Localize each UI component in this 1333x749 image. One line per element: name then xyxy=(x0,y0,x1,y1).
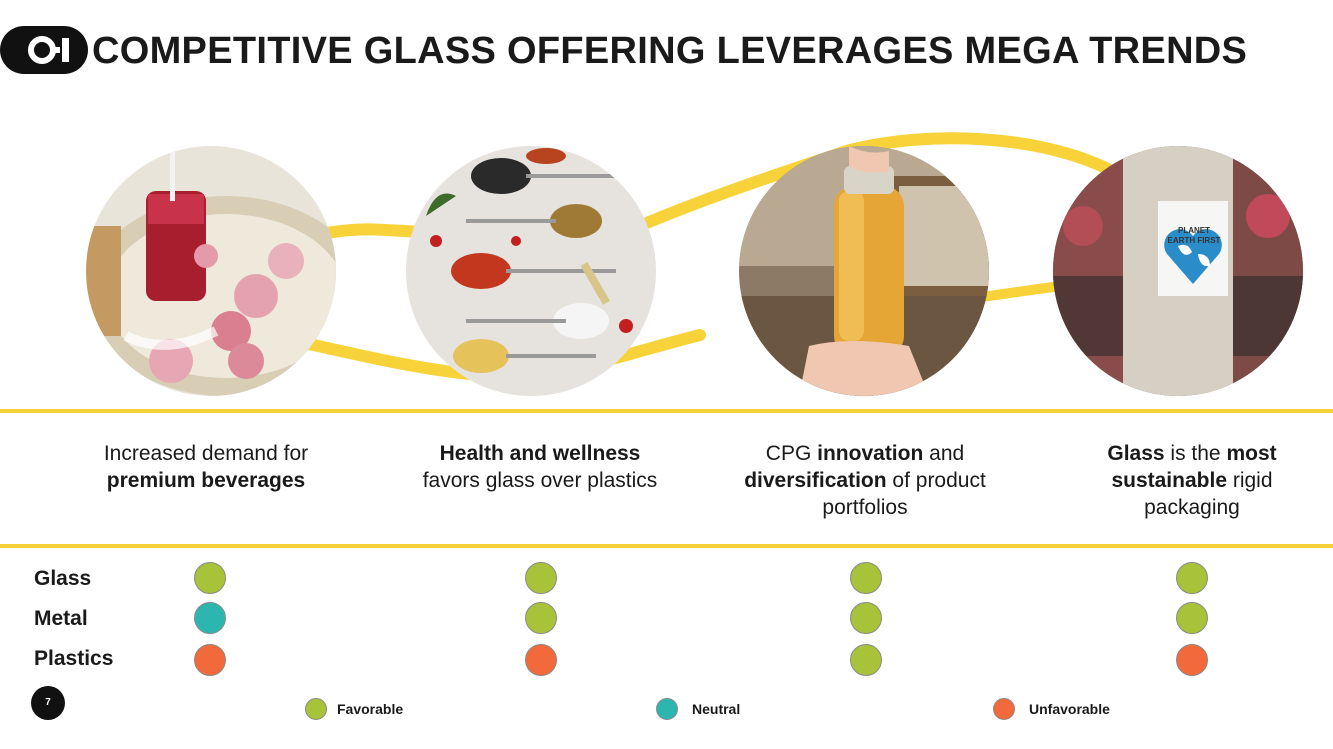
divider-top xyxy=(0,409,1333,413)
page-number: 7 xyxy=(31,686,65,720)
rating-dot-2-plastics-unfavorable xyxy=(525,644,557,676)
trend-premium-beverages: Increased demand for premium beverages xyxy=(103,442,309,492)
legend-favorable-dot xyxy=(305,698,327,720)
legend-neutral-dot xyxy=(656,698,678,720)
rating-dot-2-metal-favorable xyxy=(525,602,557,634)
trend-sustainable-packaging: Glass is the most sustainable rigid pack… xyxy=(1107,442,1277,519)
photo-cpg-innovation xyxy=(739,146,989,396)
legend-favorable-label: Favorable xyxy=(337,701,404,717)
trend-health-wellness: Health and wellness favors glass over pl… xyxy=(422,442,658,492)
divider-bottom xyxy=(0,544,1333,548)
material-label-plastics: Plastics xyxy=(34,647,114,670)
legend-neutral-label: Neutral xyxy=(692,701,741,717)
rating-dot-1-plastics-unfavorable xyxy=(194,644,226,676)
rating-dot-1-metal-neutral xyxy=(194,602,226,634)
rating-dot-3-metal-favorable xyxy=(850,602,882,634)
page-title: COMPETITIVE GLASS OFFERING LEVERAGES MEG… xyxy=(92,30,1248,72)
material-label-glass: Glass xyxy=(34,567,92,590)
rating-dot-4-glass-favorable xyxy=(1176,562,1208,594)
rating-dot-1-glass-favorable xyxy=(194,562,226,594)
legend-unfavorable-label: Unfavorable xyxy=(1029,701,1110,717)
material-label-metal: Metal xyxy=(34,607,88,630)
rating-dot-3-glass-favorable xyxy=(850,562,882,594)
poster-text: PLANET EARTH FIRST xyxy=(1167,226,1221,245)
rating-dot-4-metal-favorable xyxy=(1176,602,1208,634)
rating-dot-4-plastics-unfavorable xyxy=(1176,644,1208,676)
oi-logo xyxy=(0,26,88,74)
trend-cpg-innovation: CPG innovation and diversification of pr… xyxy=(744,442,986,519)
photo-sustainable-packaging xyxy=(1053,146,1303,396)
photo-premium-beverages xyxy=(86,146,336,396)
rating-dot-2-glass-favorable xyxy=(525,562,557,594)
rating-dot-3-plastics-favorable xyxy=(850,644,882,676)
legend-unfavorable-dot xyxy=(993,698,1015,720)
photo-health-wellness xyxy=(406,146,656,396)
